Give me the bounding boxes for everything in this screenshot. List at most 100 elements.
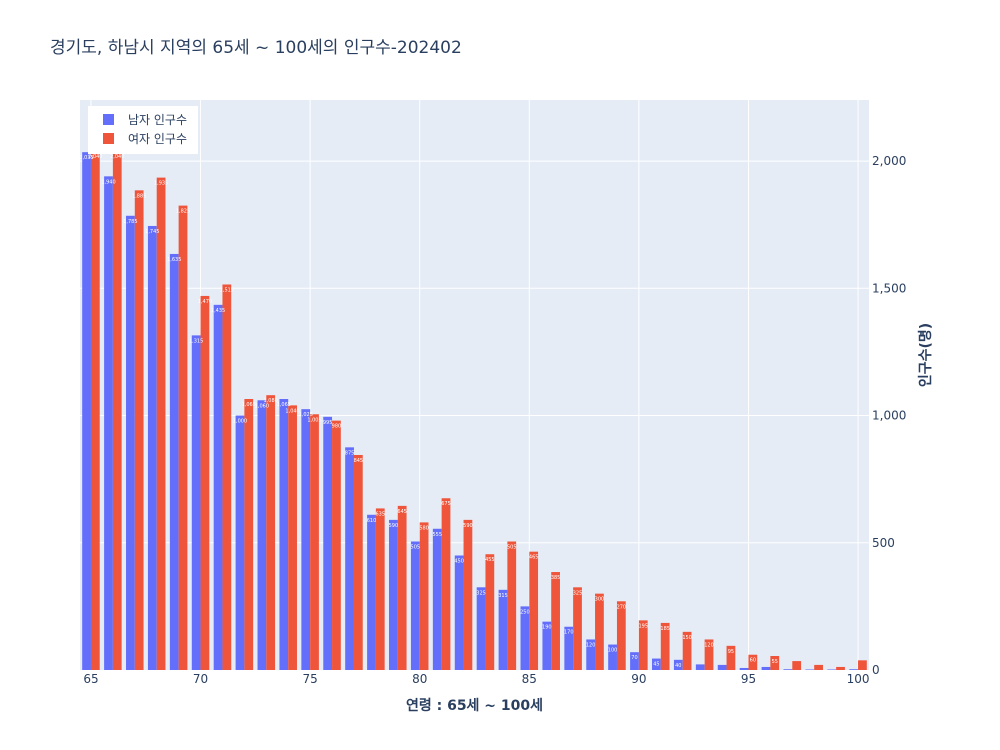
x-tick-label: 80 — [412, 672, 427, 686]
bar-male-75[interactable] — [301, 409, 311, 670]
bar-value-label: 300 — [595, 597, 605, 603]
bar-value-label: 95 — [728, 649, 734, 655]
bar-male-74[interactable] — [279, 399, 289, 670]
bar-female-71[interactable] — [222, 284, 232, 670]
bar-male-80[interactable] — [410, 541, 420, 671]
bar-female-67[interactable] — [134, 190, 144, 670]
bar-male-99[interactable] — [827, 669, 837, 670]
bar-female-86[interactable] — [551, 572, 560, 670]
bar-male-93[interactable] — [695, 664, 705, 670]
x-tick-label: 95 — [741, 672, 756, 686]
bar-male-67[interactable] — [126, 215, 135, 670]
bar-female-73[interactable] — [266, 395, 276, 670]
bar-male-65[interactable] — [82, 152, 91, 671]
bar-value-label: 60 — [750, 658, 756, 664]
legend-label-female[interactable]: 여자 인구수 — [128, 132, 187, 146]
bar-female-68[interactable] — [156, 177, 166, 671]
x-axis-title: 연령 : 65세 ~ 100세 — [406, 698, 543, 714]
bar-female-88[interactable] — [595, 593, 604, 670]
bar-female-97[interactable] — [792, 661, 802, 670]
bar-female-72[interactable] — [244, 399, 254, 670]
bar-female-69[interactable] — [178, 205, 188, 670]
y-tick-label: 500 — [872, 536, 895, 550]
bar-male-71[interactable] — [213, 304, 223, 670]
bar-female-95[interactable] — [748, 654, 758, 670]
bar-female-89[interactable] — [616, 601, 626, 670]
bar-male-76[interactable] — [323, 416, 333, 670]
bar-male-91[interactable] — [652, 658, 661, 670]
bar-male-69[interactable] — [169, 253, 179, 670]
bar-male-97[interactable] — [783, 669, 793, 670]
bar-male-79[interactable] — [389, 519, 398, 670]
bar-male-73[interactable] — [257, 400, 267, 670]
bar-value-label: 1,785 — [123, 219, 137, 225]
bar-female-96[interactable] — [770, 656, 780, 670]
bars[interactable] — [82, 150, 867, 671]
bar-male-84[interactable] — [498, 589, 508, 670]
bar-value-label: 1,435 — [211, 308, 225, 314]
bar-female-82[interactable] — [463, 519, 473, 670]
bar-value-label: 610 — [367, 518, 377, 524]
bar-value-label: 1,935 — [154, 181, 168, 187]
bar-female-93[interactable] — [704, 639, 714, 670]
bar-male-81[interactable] — [432, 528, 442, 670]
legend-swatch-female — [103, 133, 114, 144]
bar-female-80[interactable] — [419, 522, 429, 670]
bar-male-98[interactable] — [805, 669, 815, 670]
bar-female-85[interactable] — [529, 551, 539, 670]
bar-female-87[interactable] — [573, 587, 582, 670]
bar-female-70[interactable] — [200, 295, 210, 670]
bar-male-77[interactable] — [345, 447, 354, 670]
bar-male-86[interactable] — [542, 621, 552, 670]
bar-value-label: 455 — [485, 557, 495, 563]
bar-value-label: 505 — [507, 545, 517, 551]
bar-value-label: 100 — [608, 648, 618, 654]
bar-female-99[interactable] — [836, 666, 845, 670]
bar-female-91[interactable] — [660, 622, 670, 670]
bar-male-92[interactable] — [673, 659, 683, 670]
bar-female-79[interactable] — [397, 505, 407, 670]
bar-male-78[interactable] — [367, 514, 376, 670]
bar-female-65[interactable] — [90, 150, 100, 670]
bar-male-72[interactable] — [235, 415, 245, 670]
bar-male-90[interactable] — [630, 652, 639, 670]
bar-female-78[interactable] — [375, 508, 385, 670]
bar-value-label: 1,025 — [299, 412, 313, 418]
bar-male-82[interactable] — [454, 555, 464, 670]
bar-male-89[interactable] — [608, 644, 617, 670]
bar-value-label: 1,060 — [255, 403, 269, 409]
bar-male-94[interactable] — [717, 664, 727, 670]
bar-male-95[interactable] — [739, 667, 749, 670]
bar-female-83[interactable] — [485, 554, 495, 670]
bar-value-label: 1,000 — [233, 419, 247, 425]
bar-value-label: 325 — [573, 590, 583, 596]
bar-female-75[interactable] — [310, 414, 319, 670]
bar-female-66[interactable] — [112, 150, 122, 670]
bar-female-74[interactable] — [288, 405, 297, 670]
bar-female-77[interactable] — [353, 454, 363, 670]
bar-female-100[interactable] — [858, 660, 867, 670]
bar-female-94[interactable] — [726, 645, 736, 670]
chart-title: 경기도, 하남시 지역의 65세 ~ 100세의 인구수-202402 — [50, 38, 462, 58]
bar-male-100[interactable] — [849, 669, 859, 670]
bar-male-88[interactable] — [586, 639, 596, 670]
bar-male-66[interactable] — [104, 176, 113, 670]
x-tick-label: 90 — [631, 672, 646, 686]
bar-value-label: 1,635 — [167, 257, 181, 263]
bar-male-70[interactable] — [191, 335, 201, 670]
bar-male-83[interactable] — [476, 587, 486, 670]
bar-female-81[interactable] — [441, 498, 451, 670]
bar-female-92[interactable] — [682, 631, 692, 670]
bar-female-76[interactable] — [332, 420, 341, 671]
bar-female-98[interactable] — [814, 664, 823, 670]
bar-male-85[interactable] — [520, 606, 530, 670]
bar-female-84[interactable] — [507, 541, 517, 671]
y-axis-title: 인구수(명) — [917, 323, 934, 387]
bar-male-68[interactable] — [147, 225, 157, 670]
y-tick-label: 0 — [872, 663, 880, 677]
legend-label-male[interactable]: 남자 인구수 — [128, 113, 187, 127]
bar-male-96[interactable] — [761, 666, 771, 670]
bar-female-90[interactable] — [638, 620, 648, 670]
bar-male-87[interactable] — [564, 626, 574, 670]
